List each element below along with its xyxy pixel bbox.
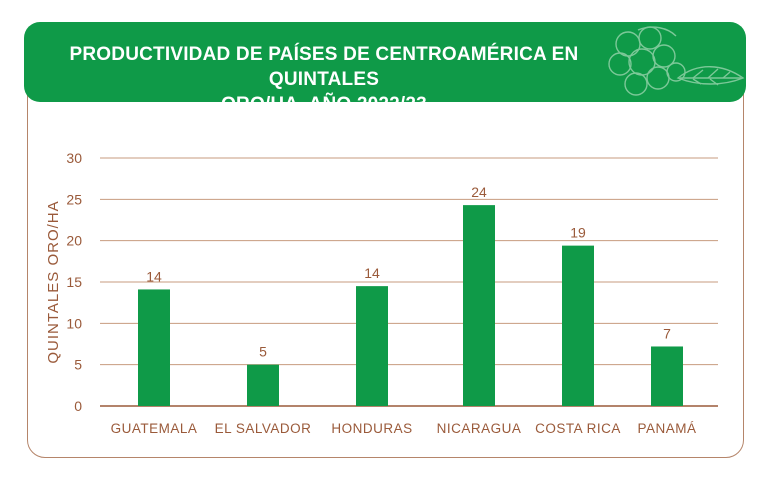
y-tick-label: 25 — [66, 191, 82, 207]
chart-title-line-2: ORO/HA. AÑO 2022/23 — [221, 94, 427, 115]
coffee-cherries-icon — [608, 26, 745, 96]
bar — [651, 346, 683, 406]
category-label: GUATEMALA — [111, 421, 198, 436]
category-label: PANAMÁ — [637, 421, 696, 436]
y-tick-label: 0 — [74, 398, 82, 414]
chart-header: PRODUCTIVIDAD DE PAÍSES DE CENTROAMÉRICA… — [24, 22, 746, 115]
bar-value-label: 5 — [259, 344, 267, 360]
bar-value-label: 14 — [146, 268, 162, 284]
chart-title: PRODUCTIVIDAD DE PAÍSES DE CENTROAMÉRICA… — [24, 42, 624, 117]
y-tick-label: 5 — [74, 357, 82, 373]
bar — [247, 364, 279, 406]
category-label: NICARAGUA — [437, 421, 522, 436]
y-tick-label: 10 — [66, 315, 82, 331]
bar-value-label: 7 — [663, 325, 671, 341]
y-tick-label: 30 — [66, 150, 82, 166]
category-label: HONDURAS — [331, 421, 412, 436]
bar — [138, 289, 170, 406]
y-axis-label: QUINTALES ORO/HA — [45, 200, 62, 363]
data-labels: 14 5 14 24 19 7 — [146, 184, 671, 360]
bar — [356, 286, 388, 406]
category-label: COSTA RICA — [535, 421, 621, 436]
bar — [562, 245, 594, 406]
x-axis-categories: GUATEMALA EL SALVADOR HONDURAS NICARAGUA COS… — [111, 421, 696, 436]
category-label: EL SALVADOR — [215, 421, 312, 436]
y-tick-label: 20 — [66, 233, 82, 249]
gridlines — [100, 157, 718, 407]
y-axis-ticks: 0 5 10 15 20 25 30 — [66, 150, 82, 414]
chart-title-line-1: PRODUCTIVIDAD DE PAÍSES DE CENTROAMÉRICA… — [69, 44, 579, 90]
bars — [138, 205, 683, 406]
bar-value-label: 14 — [364, 265, 380, 281]
y-tick-label: 15 — [66, 274, 82, 290]
bar-value-label: 24 — [471, 184, 487, 200]
bar — [463, 205, 495, 406]
bar-value-label: 19 — [570, 225, 586, 241]
